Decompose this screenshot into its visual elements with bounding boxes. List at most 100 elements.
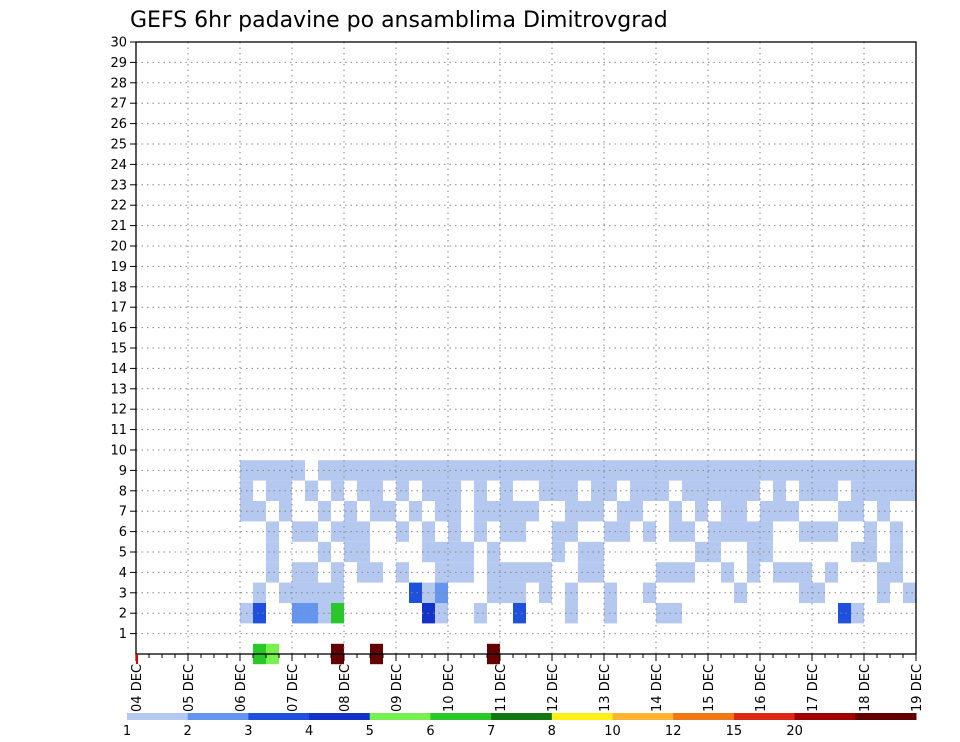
precip-cell [695, 541, 708, 563]
precip-cell [721, 562, 734, 583]
precip-cell [370, 562, 383, 583]
colorbar-label: 2 [184, 724, 192, 739]
precip-cell [474, 460, 487, 481]
colorbar-label: 1 [123, 724, 131, 739]
precip-cell [331, 582, 344, 603]
precip-cell [435, 460, 448, 481]
precip-cell [292, 460, 305, 481]
precip-cell [786, 460, 799, 481]
precip-cell [695, 460, 708, 481]
precip-cell [435, 501, 448, 522]
precip-cell [799, 460, 812, 481]
precip-cell [305, 603, 318, 624]
y-tick-label: 9 [119, 464, 127, 479]
precip-cell [617, 501, 630, 522]
y-tick-label: 11 [110, 423, 127, 438]
precip-cell [474, 603, 487, 624]
precip-cell [370, 460, 383, 481]
precip-cell [734, 582, 747, 603]
precip-cell [643, 460, 656, 481]
precip-cell [617, 521, 630, 542]
precip-cell [435, 562, 448, 583]
precip-cell [305, 521, 318, 542]
precip-cell [734, 501, 747, 522]
precip-cell [578, 562, 591, 583]
precip-cell [435, 603, 448, 624]
precip-cell [253, 501, 266, 522]
precip-cell [539, 480, 552, 501]
precip-cell [448, 541, 461, 563]
colorbar-swatch [491, 713, 553, 720]
y-tick-label: 10 [110, 444, 127, 459]
precip-cell [643, 480, 656, 501]
precip-cell [331, 521, 344, 542]
precip-cell [838, 460, 851, 481]
precip-cell [409, 582, 422, 603]
precip-cell [721, 521, 734, 542]
colorbar-label: 15 [726, 724, 743, 739]
colorbar-label: 12 [665, 724, 682, 739]
x-tick-label: 08 DEC [338, 664, 353, 712]
x-tick-label: 12 DEC [546, 664, 561, 712]
precip-cell [305, 582, 318, 603]
precip-cell [591, 480, 604, 501]
precip-cell [448, 521, 461, 542]
precip-cell [448, 460, 461, 481]
precip-cell [357, 562, 370, 583]
precip-cell [799, 582, 812, 603]
y-tick-label: 29 [110, 56, 127, 71]
y-tick-label: 6 [119, 525, 127, 540]
y-tick-label: 16 [110, 321, 127, 336]
y-tick-label: 15 [110, 342, 127, 357]
precip-cell [760, 541, 773, 563]
precip-cell [357, 541, 370, 563]
x-tick-label: 06 DEC [234, 664, 249, 712]
precip-cell [435, 582, 448, 603]
y-tick-label: 12 [110, 403, 127, 418]
precip-cell [656, 460, 669, 481]
precip-cell [695, 480, 708, 501]
x-tick-label: 16 DEC [754, 664, 769, 712]
precip-cell [799, 480, 812, 501]
colorbar-label: 5 [366, 724, 374, 739]
precip-cell [266, 460, 279, 481]
precip-cell [552, 460, 565, 481]
precip-cell [253, 460, 266, 481]
precip-cell [682, 460, 695, 481]
x-tick-label: 18 DEC [858, 664, 873, 712]
y-tick-label: 21 [110, 219, 127, 234]
x-tick-label: 11 DEC [494, 664, 509, 712]
colorbar-swatch [794, 713, 856, 720]
colorbar-swatch [551, 713, 614, 720]
x-axis: 04 DEC 05 DEC 06 DEC 07 DEC 08 DEC 09 DEC 10 D… [130, 654, 925, 712]
precip-cell [617, 460, 630, 481]
precip-cell [760, 460, 773, 481]
precip-cell [266, 480, 279, 501]
precip-cell [903, 480, 916, 501]
precip-cell [864, 521, 877, 542]
precip-cell [721, 460, 734, 481]
precip-cell [591, 541, 604, 563]
precip-cell [825, 460, 838, 481]
x-tick-label: 14 DEC [650, 664, 665, 712]
colorbar: 1 2 3 4 5 6 7 8 10 12 15 20 [123, 713, 917, 739]
precip-cell [292, 521, 305, 542]
colorbar-swatch [612, 713, 674, 720]
y-axis: 1234567891011121314151617181920212223242… [110, 36, 136, 642]
y-tick-label: 24 [110, 158, 127, 173]
precip-cell [331, 603, 344, 624]
precip-cell [474, 501, 487, 522]
precip-cell [409, 501, 422, 522]
y-tick-label: 30 [110, 36, 127, 51]
y-tick-label: 19 [110, 260, 127, 275]
precip-cell [539, 460, 552, 481]
precip-cell [591, 460, 604, 481]
y-tick-label: 1 [119, 627, 127, 642]
precip-cell [292, 603, 305, 624]
precip-cell [305, 562, 318, 583]
precip-cell [513, 582, 526, 603]
precip-cell [448, 562, 461, 583]
precip-cell [500, 562, 513, 583]
precip-cell [513, 562, 526, 583]
precip-cell [266, 562, 279, 583]
